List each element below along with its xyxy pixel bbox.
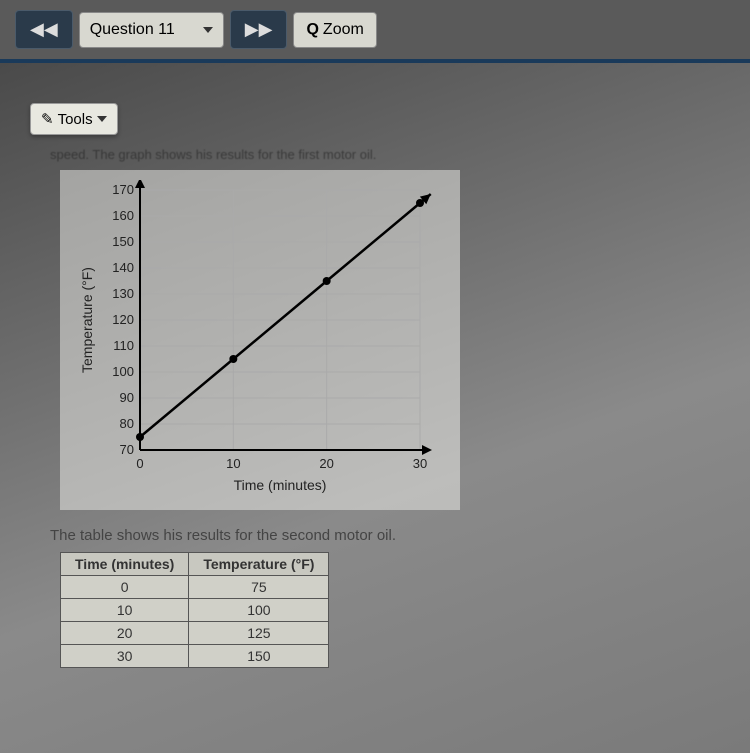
table-cell: 75 — [189, 576, 329, 599]
table-cell: 150 — [189, 645, 329, 668]
svg-text:140: 140 — [112, 260, 134, 275]
table-row: 10100 — [61, 599, 329, 622]
svg-text:80: 80 — [120, 416, 134, 431]
chevron-down-icon — [203, 27, 213, 33]
table-cell: 10 — [61, 599, 189, 622]
svg-text:0: 0 — [136, 456, 143, 471]
svg-text:90: 90 — [120, 390, 134, 405]
nav-toolbar: ◀◀ Question 11 ▶▶ Q Zoom — [0, 0, 750, 63]
table-header: Temperature (°F) — [189, 553, 329, 576]
question-selector[interactable]: Question 11 — [79, 12, 224, 48]
next-button[interactable]: ▶▶ — [230, 10, 288, 49]
prev-button[interactable]: ◀◀ — [15, 10, 73, 49]
svg-text:10: 10 — [226, 456, 240, 471]
table-cell: 125 — [189, 622, 329, 645]
question-label: Question 11 — [90, 21, 175, 39]
line-graph: 70 80 90 100 110 120 130 140 150 160 170 0 10 20 30 Tim… — [70, 180, 440, 500]
table-cell: 0 — [61, 576, 189, 599]
truncated-text: speed. The graph shows his results for t… — [50, 147, 730, 162]
table-cell: 30 — [61, 645, 189, 668]
svg-text:170: 170 — [112, 182, 134, 197]
svg-text:160: 160 — [112, 208, 134, 223]
next-icon: ▶▶ — [245, 19, 273, 40]
content-area: ✎ Tools speed. The graph shows his resul… — [0, 63, 750, 753]
svg-text:150: 150 — [112, 234, 134, 249]
table-row: 30150 — [61, 645, 329, 668]
chevron-down-icon — [97, 116, 107, 122]
tools-button[interactable]: ✎ Tools — [30, 103, 118, 135]
zoom-icon: Q — [306, 21, 318, 39]
svg-text:Temperature (°F): Temperature (°F) — [79, 267, 95, 373]
svg-text:100: 100 — [112, 364, 134, 379]
table-cell: 100 — [189, 599, 329, 622]
table-cell: 20 — [61, 622, 189, 645]
table-header: Time (minutes) — [61, 553, 189, 576]
wrench-icon: ✎ — [41, 110, 54, 128]
table-description: The table shows his results for the seco… — [50, 527, 730, 544]
zoom-label: Zoom — [323, 21, 364, 39]
svg-text:120: 120 — [112, 312, 134, 327]
table-row: 20125 — [61, 622, 329, 645]
tools-label: Tools — [58, 111, 93, 128]
table-row: 075 — [61, 576, 329, 599]
svg-text:130: 130 — [112, 286, 134, 301]
data-table: Time (minutes)Temperature (°F) 075101002… — [60, 552, 329, 668]
zoom-button[interactable]: Q Zoom — [293, 12, 376, 48]
svg-text:70: 70 — [120, 442, 134, 457]
svg-text:30: 30 — [413, 456, 427, 471]
svg-text:20: 20 — [319, 456, 333, 471]
prev-icon: ◀◀ — [30, 19, 58, 40]
svg-text:Time (minutes): Time (minutes) — [234, 477, 327, 493]
graph-container: 70 80 90 100 110 120 130 140 150 160 170 0 10 20 30 Tim… — [60, 170, 460, 510]
svg-text:110: 110 — [113, 338, 134, 353]
